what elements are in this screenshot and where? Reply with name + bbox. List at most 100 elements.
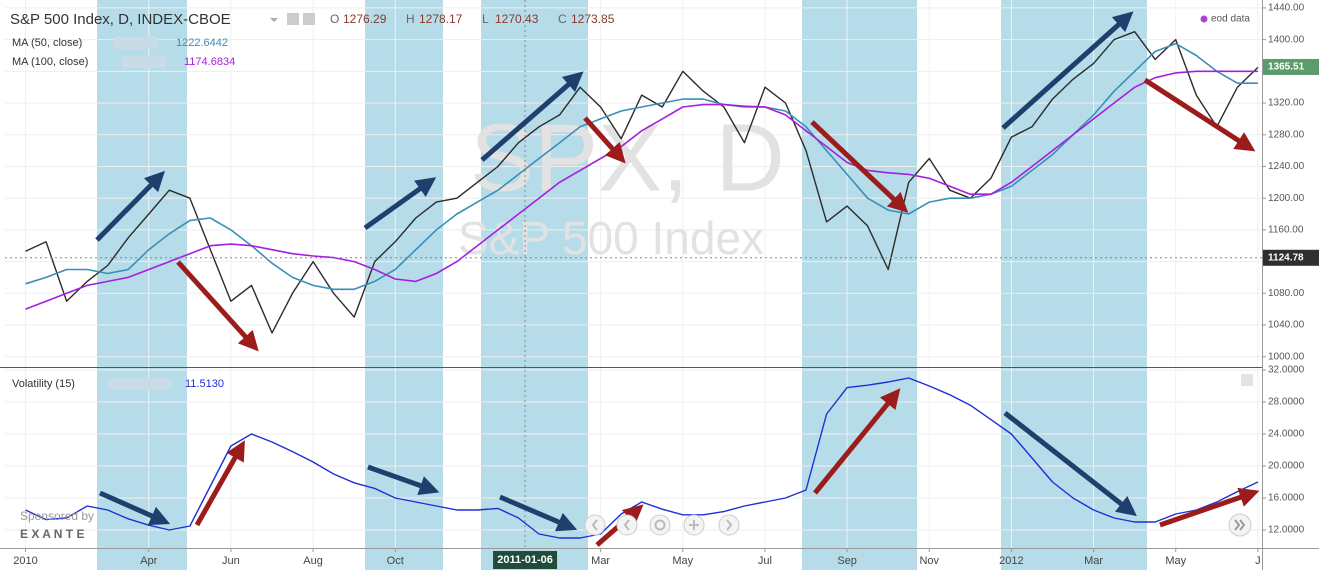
study-icons[interactable] (114, 37, 158, 49)
trend-arrow (98, 490, 171, 526)
sponsor-name: E X A N T E (20, 527, 84, 541)
trend-arrow (583, 116, 626, 164)
x-tick-label: Jul (758, 555, 772, 567)
icon-button[interactable] (287, 13, 299, 25)
last-value-box (1263, 58, 1319, 75)
x-tick-label: 2010 (13, 555, 37, 567)
series-line (25, 42, 1258, 291)
trend-arrow (1159, 487, 1260, 528)
study-icons[interactable] (122, 56, 166, 68)
symbol-title: S&P 500 Index, D, INDEX-CBOE (10, 11, 231, 28)
highlight-band (365, 0, 443, 570)
last-value-label: 1365.51 (1268, 62, 1305, 73)
trend-arrow (194, 440, 245, 527)
trend-arrow (1003, 411, 1137, 517)
nav-icon (654, 519, 666, 531)
highlight-band (802, 0, 917, 570)
highlight-band (97, 0, 187, 570)
highlight-band (1001, 0, 1147, 570)
study-value: 1174.6834 (184, 56, 235, 68)
y-tick-label: 1400.00 (1268, 34, 1305, 45)
nav-icon (1234, 519, 1246, 531)
y-tick-label: 20.0000 (1268, 461, 1305, 472)
x-tick-label: J (1255, 555, 1261, 567)
trend-arrows (95, 11, 1260, 547)
y-tick-label: 1080.00 (1268, 288, 1305, 299)
ohlc-values: O 1276.29 H 1278.17 L 1270.43 C 1273.85 (330, 12, 615, 26)
navigation-buttons (584, 513, 1252, 537)
y-tick-label: 1200.00 (1268, 193, 1305, 204)
crosshair-x-box (493, 551, 558, 569)
study-name: Volatility (15) (12, 378, 75, 390)
study-name: MA (50, close) (12, 37, 82, 49)
series-line (25, 70, 1258, 310)
crosshair-y-label: 1124.78 (1268, 252, 1304, 263)
x-tick-label: Mar (591, 555, 610, 567)
crosshair-x-label: 2011-01-06 (497, 554, 553, 566)
trend-arrow (176, 260, 259, 352)
nav-button[interactable] (718, 514, 740, 536)
nav-icon (689, 520, 699, 530)
y-tick-label: 1000.00 (1268, 351, 1305, 362)
icon-button[interactable] (303, 13, 315, 25)
panel-button[interactable] (1241, 374, 1253, 386)
y-tick-label: 1240.00 (1268, 161, 1305, 172)
ohlc-label: H (406, 12, 415, 26)
ohlc-value: 1276.29 (343, 12, 387, 26)
trend-arrow (363, 177, 437, 231)
y-tick-label: 28.0000 (1268, 397, 1305, 408)
watermark-name: S&P 500 Index (458, 212, 764, 264)
y-tick-label: 1040.00 (1268, 320, 1305, 331)
nav-icon (591, 519, 598, 531)
y-axis-area (1263, 0, 1319, 548)
nav-icon (623, 519, 630, 531)
series-line (25, 31, 1259, 334)
y-tick-label: 24.0000 (1268, 429, 1305, 440)
study-value: 11.5130 (185, 378, 224, 390)
highlight-band (481, 0, 588, 570)
trend-arrow (95, 170, 166, 242)
trend-arrow (367, 464, 440, 496)
data-source: eod data (1211, 14, 1250, 25)
sponsor-label: Sponsored by (20, 509, 94, 523)
study-value: 1222.6442 (176, 37, 228, 49)
x-tick-label: Mar (1084, 555, 1103, 567)
x-tick-label: 2012 (999, 555, 1023, 567)
ohlc-value: 1273.85 (571, 12, 615, 26)
trend-arrow (813, 388, 901, 495)
x-tick-label: Aug (303, 555, 323, 567)
x-tick-label: Sep (837, 555, 857, 567)
y-tick-label: 1320.00 (1268, 98, 1305, 109)
dropdown-icon[interactable] (270, 18, 278, 22)
x-tick-label: Apr (140, 555, 157, 567)
x-tick-label: Oct (387, 555, 404, 567)
ohlc-value: 1278.17 (419, 12, 463, 26)
study-name: MA (100, close) (12, 56, 88, 68)
trend-arrow (480, 71, 584, 162)
nav-icon (726, 519, 733, 531)
nav-button[interactable] (616, 514, 638, 536)
source-dot (1200, 15, 1208, 23)
nav-button[interactable] (649, 514, 671, 536)
ohlc-value: 1270.43 (495, 12, 539, 26)
y-tick-label: 1280.00 (1268, 129, 1305, 140)
x-tick-label: Jun (222, 555, 240, 567)
y-tick-label: 32.0000 (1268, 365, 1305, 376)
trend-arrow (810, 120, 909, 213)
trend-arrow (1001, 11, 1134, 130)
nav-button[interactable] (584, 514, 606, 536)
trend-arrow (1143, 77, 1256, 152)
x-tick-label: May (1165, 555, 1186, 567)
ohlc-label: C (558, 12, 567, 26)
y-tick-label: 16.0000 (1268, 493, 1305, 504)
y-tick-label: 1160.00 (1268, 225, 1304, 236)
crosshair-y-box (1263, 249, 1319, 266)
ohlc-label: L (482, 12, 489, 26)
x-tick-label: May (672, 555, 693, 567)
x-tick-label: Nov (919, 555, 939, 567)
trend-arrow (499, 494, 578, 532)
study-icons[interactable] (108, 378, 172, 390)
